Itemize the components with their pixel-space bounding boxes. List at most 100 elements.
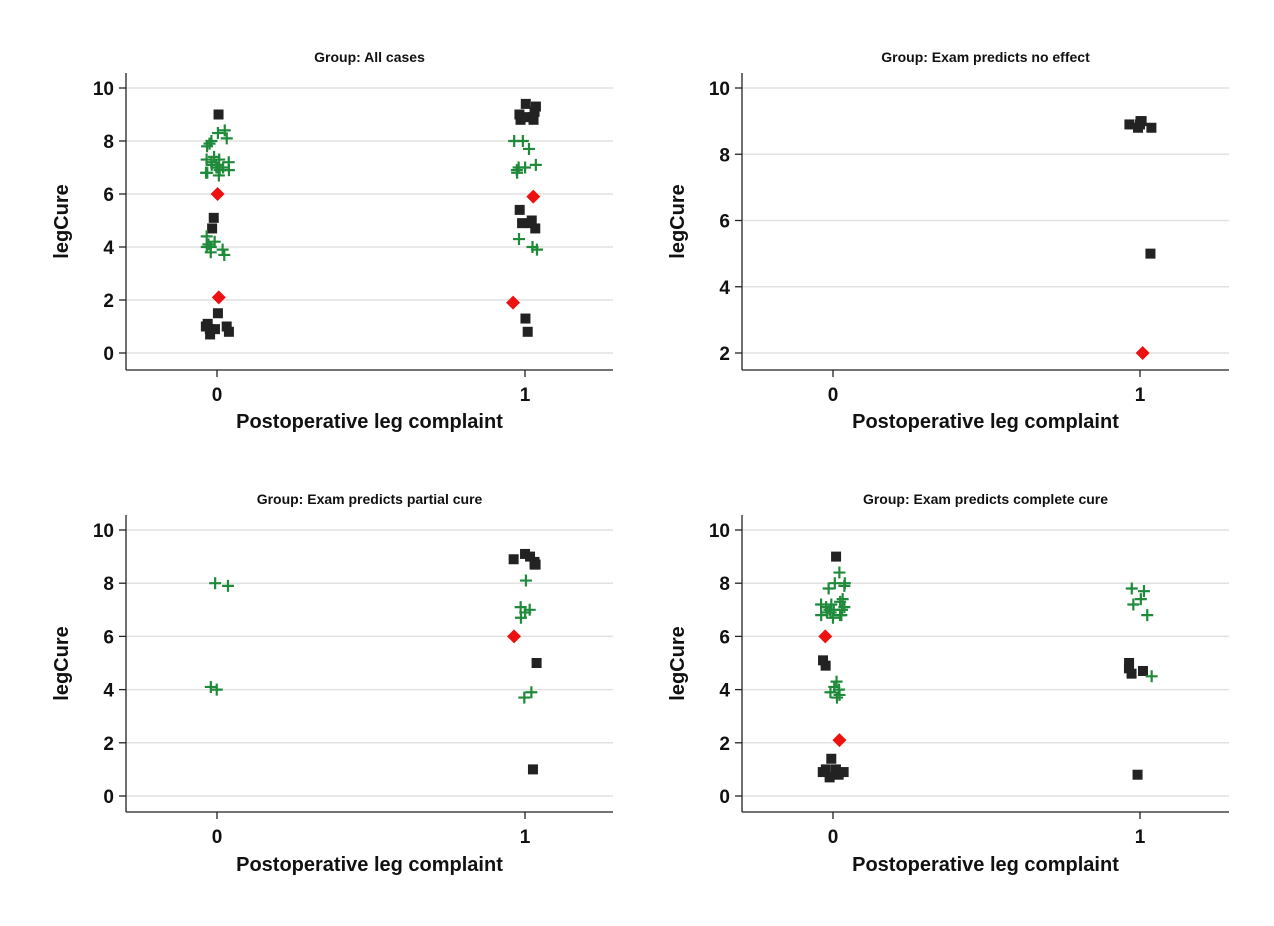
x-tick-label: 1 bbox=[1135, 385, 1146, 406]
y-axis-label: legCure bbox=[667, 626, 689, 700]
data-point-plus bbox=[830, 691, 843, 704]
panel-2: 2 4 6 8 10 0 1 Group: Exam predicts no effect Po… bbox=[667, 49, 1229, 433]
data-point-plus bbox=[1137, 585, 1150, 598]
data-point-plus bbox=[530, 243, 543, 256]
data-point-square bbox=[508, 554, 519, 565]
data-point-square bbox=[221, 321, 232, 332]
y-tick-label: 4 bbox=[719, 681, 730, 702]
panel-1: 0 2 4 6 8 10 0 1 Group: All cases Postoperative l… bbox=[51, 49, 613, 433]
data-point-diamond bbox=[507, 629, 522, 644]
data-point-square bbox=[818, 655, 829, 666]
y-tick-label: 6 bbox=[103, 185, 114, 206]
data-point-plus bbox=[830, 675, 843, 688]
y-tick-label: 0 bbox=[103, 344, 114, 365]
data-point-plus bbox=[525, 686, 538, 699]
data-point-square bbox=[530, 223, 541, 234]
y-tick-label: 10 bbox=[709, 79, 730, 100]
data-point-plus bbox=[518, 691, 531, 704]
data-point-square bbox=[830, 764, 841, 775]
data-point-square bbox=[204, 324, 215, 335]
data-point-plus bbox=[218, 248, 231, 261]
data-point-plus bbox=[221, 579, 234, 592]
data-point-plus bbox=[1134, 593, 1147, 606]
y-tick-label: 10 bbox=[93, 521, 114, 542]
data-point-square bbox=[223, 326, 234, 337]
data-point-square bbox=[1124, 119, 1135, 130]
data-point-plus bbox=[529, 158, 542, 171]
x-tick-label: 1 bbox=[520, 385, 531, 406]
data-point-square bbox=[1126, 668, 1137, 679]
data-point-square bbox=[820, 660, 831, 671]
data-point-plus bbox=[1127, 598, 1140, 611]
x-axis-label: Postoperative leg complaint bbox=[852, 854, 1119, 876]
data-point-square bbox=[526, 218, 537, 229]
data-point-plus bbox=[1125, 582, 1138, 595]
data-point-diamond bbox=[1135, 346, 1150, 360]
data-point-plus bbox=[218, 124, 231, 137]
data-point-plus bbox=[519, 574, 532, 587]
data-point-plus bbox=[200, 230, 213, 243]
y-tick-label: 2 bbox=[719, 344, 730, 365]
data-point-plus bbox=[216, 243, 229, 256]
data-point-square bbox=[517, 218, 528, 229]
data-point-square bbox=[1146, 122, 1157, 133]
data-point-plus bbox=[1145, 670, 1158, 683]
y-tick-label: 8 bbox=[103, 574, 114, 595]
x-axis-label: Postoperative leg complaint bbox=[236, 411, 503, 433]
panel-title: Group: All cases bbox=[314, 49, 425, 65]
data-point-diamond bbox=[210, 187, 225, 201]
data-point-plus bbox=[838, 579, 851, 592]
data-point-square bbox=[520, 313, 531, 324]
data-point-square bbox=[833, 769, 844, 780]
data-point-square bbox=[1133, 122, 1144, 133]
y-tick-label: 4 bbox=[103, 681, 114, 702]
data-point-square bbox=[838, 767, 849, 778]
x-axis-label: Postoperative leg complaint bbox=[236, 854, 503, 876]
data-point-plus bbox=[209, 577, 222, 590]
data-point-plus bbox=[212, 169, 225, 182]
x-tick-label: 0 bbox=[828, 385, 839, 406]
data-point-square bbox=[209, 324, 220, 335]
data-point-plus bbox=[833, 688, 846, 701]
data-point-plus bbox=[211, 161, 224, 174]
panel-title: Group: Exam predicts no effect bbox=[881, 49, 1090, 65]
data-point-plus bbox=[200, 166, 213, 179]
data-point-plus bbox=[203, 137, 216, 150]
y-tick-label: 2 bbox=[103, 291, 114, 312]
x-tick-label: 1 bbox=[1135, 827, 1146, 848]
data-point-plus bbox=[204, 680, 217, 693]
data-point-diamond bbox=[211, 290, 226, 305]
y-tick-label: 4 bbox=[103, 238, 114, 259]
data-point-diamond bbox=[506, 295, 521, 310]
y-tick-label: 0 bbox=[719, 787, 730, 808]
panel-title: Group: Exam predicts complete cure bbox=[863, 491, 1108, 507]
data-point-plus bbox=[513, 233, 526, 246]
data-point-square bbox=[817, 767, 828, 778]
data-point-diamond bbox=[526, 189, 541, 204]
data-point-square bbox=[528, 114, 539, 125]
data-point-square bbox=[213, 109, 224, 120]
y-tick-label: 8 bbox=[719, 145, 730, 166]
y-tick-label: 8 bbox=[103, 132, 114, 153]
y-tick-label: 10 bbox=[709, 521, 730, 542]
data-point-square bbox=[826, 753, 837, 764]
y-tick-label: 2 bbox=[719, 734, 730, 755]
data-point-square bbox=[212, 308, 223, 319]
x-tick-label: 0 bbox=[212, 827, 223, 848]
data-point-square bbox=[531, 658, 542, 668]
data-point-square bbox=[520, 548, 531, 559]
data-point-square bbox=[527, 764, 538, 775]
data-point-plus bbox=[220, 132, 233, 145]
data-point-square bbox=[824, 772, 835, 783]
data-point-plus bbox=[211, 127, 224, 140]
y-tick-label: 2 bbox=[103, 734, 114, 755]
data-point-plus bbox=[836, 593, 849, 606]
x-axis-label: Postoperative leg complaint bbox=[852, 411, 1119, 433]
data-point-plus bbox=[1141, 609, 1154, 622]
data-point-square bbox=[529, 106, 540, 117]
y-tick-label: 0 bbox=[103, 787, 114, 808]
data-point-square bbox=[530, 559, 541, 570]
panel-3: 0 2 4 6 8 10 0 1 Group: Exam predicts partial cu… bbox=[51, 491, 613, 876]
